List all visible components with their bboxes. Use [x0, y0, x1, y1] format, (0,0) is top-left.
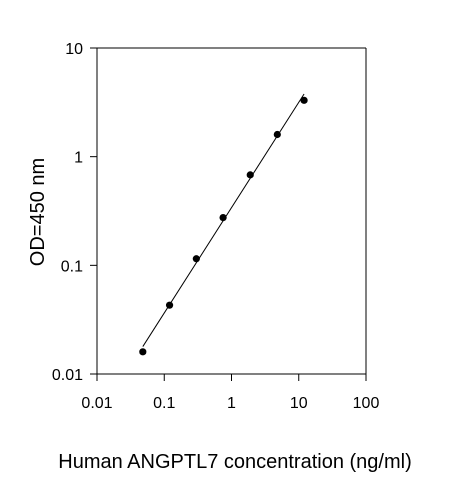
- y-tick-label: 1: [74, 150, 83, 167]
- plot-frame: [96, 47, 367, 375]
- x-tick-label: 1: [227, 395, 236, 412]
- x-tick-label: 10: [290, 395, 308, 412]
- x-tick-label: 100: [353, 395, 380, 412]
- y-tick-label: 0.1: [61, 258, 83, 275]
- x-axis-ticks: 0.01 0.1 1 10 100: [81, 374, 379, 412]
- data-point: [139, 348, 147, 356]
- data-point: [246, 171, 254, 179]
- data-point: [165, 301, 174, 309]
- data-point: [219, 213, 227, 222]
- y-tick-label: 0.01: [52, 367, 83, 384]
- data-point: [300, 96, 308, 104]
- x-axis-title: Human ANGPTL7 concentration (ng/ml): [58, 451, 412, 473]
- data-points: [139, 96, 308, 356]
- y-axis-ticks: 0.01 0.1 1 10: [52, 41, 97, 384]
- data-point: [273, 130, 281, 139]
- x-tick-label: 0.1: [153, 395, 175, 412]
- data-point: [192, 255, 200, 263]
- y-axis-title: OD=450 nm: [27, 158, 49, 266]
- y-tick-label: 10: [65, 41, 83, 58]
- x-tick-label: 0.01: [81, 395, 112, 412]
